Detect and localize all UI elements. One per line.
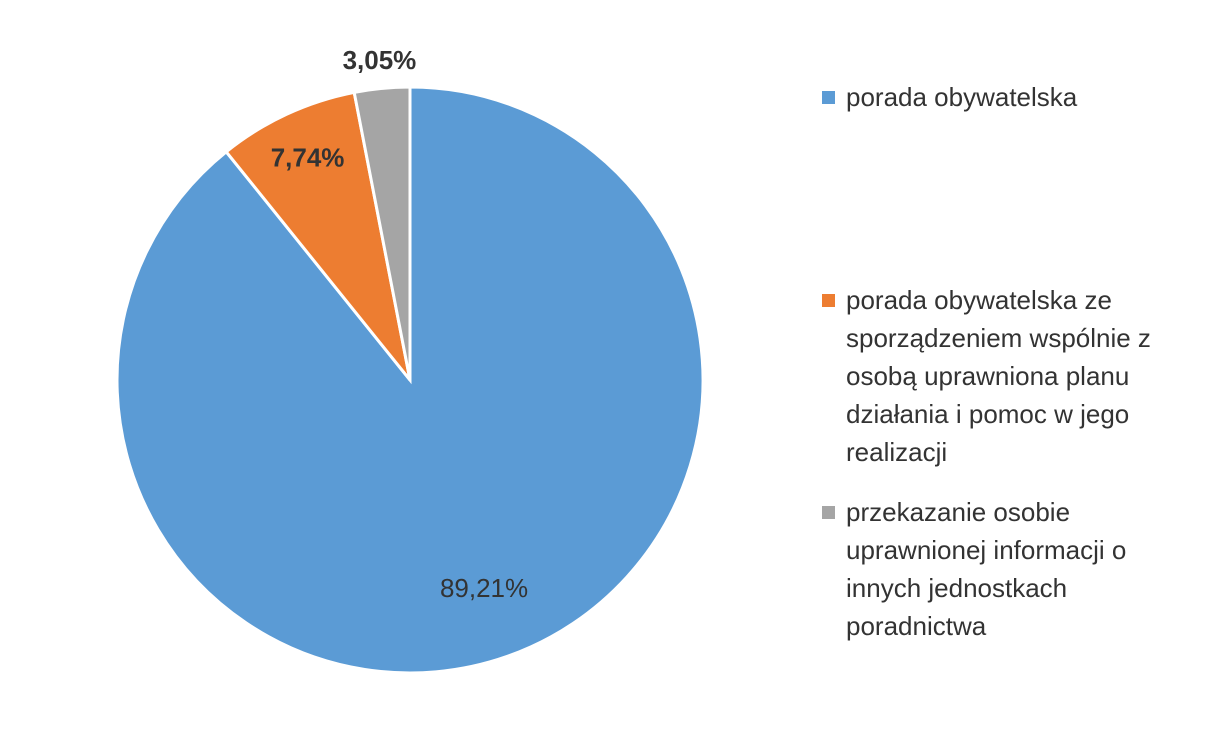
pie-area: 89,21% 7,74% 3,05% <box>115 45 705 675</box>
legend-label: porada obywatelska ze sporządzeniem wspó… <box>846 285 1151 467</box>
data-label: 7,74% <box>271 142 345 172</box>
legend-entry: przekazanie osobie uprawnionej informacj… <box>822 493 1192 645</box>
legend-entry: porada obywatelska ze sporządzeniem wspó… <box>822 281 1192 471</box>
legend-swatch <box>822 91 835 104</box>
legend-swatch <box>822 294 835 307</box>
legend-swatch <box>822 506 835 519</box>
legend-label: porada obywatelska <box>846 82 1078 112</box>
data-label: 3,05% <box>343 45 417 75</box>
data-label: 89,21% <box>440 573 528 603</box>
pie-slice <box>352 85 412 381</box>
legend-label: przekazanie osobie uprawnionej informacj… <box>846 497 1127 641</box>
legend-entry: porada obywatelska <box>822 78 1192 116</box>
pie-slice <box>224 90 412 381</box>
